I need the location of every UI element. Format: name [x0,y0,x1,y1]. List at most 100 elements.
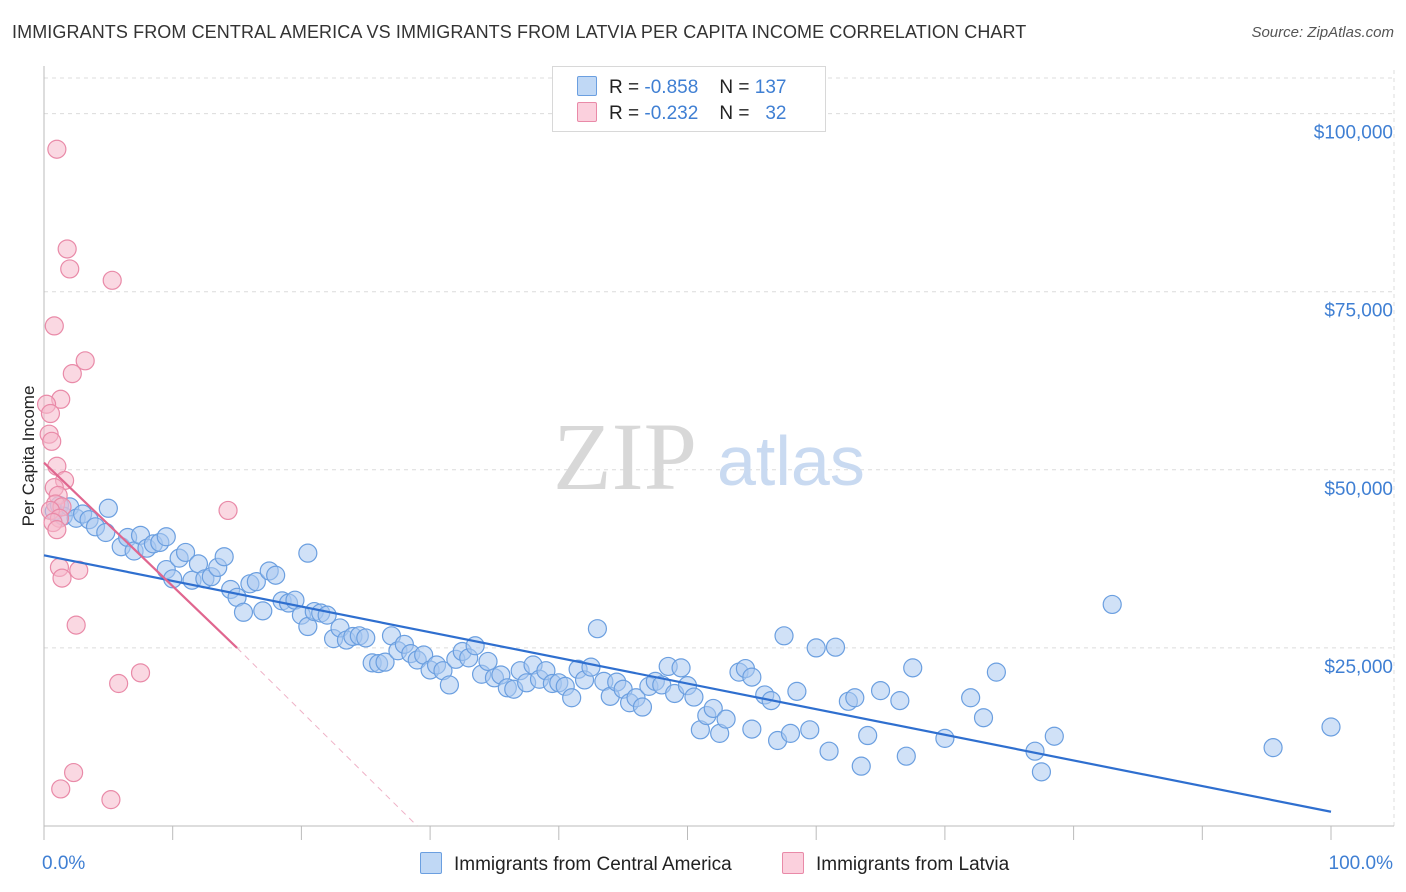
central-america-point-50 [356,628,376,648]
legend-n-value-1: 137 [754,77,787,98]
central-america-point-110 [742,719,762,739]
central-america-point-109 [742,667,762,687]
central-america-point-30 [233,602,254,622]
central-america-point-35 [266,565,286,585]
legend-r-label-2: R = [609,103,640,124]
central-america-point-86 [587,619,608,639]
correlation-legend: R = -0.858 N = 137 R = -0.232 N = 32 [552,66,826,132]
bottom-legend-latvia: Immigrants from Latvia [782,852,1009,876]
legend-swatch-pink [577,102,597,122]
legend-r-label-1: R = [609,77,640,98]
legend-r-value-2: -0.232 [644,103,699,124]
central-america-point-128 [903,658,923,678]
central-america-point-33 [253,601,273,621]
x-tick-label-end: 100.0% [1329,853,1394,874]
central-america-point-27 [214,547,234,567]
y-tick-label-1: $50,000 [1324,479,1393,500]
watermark-atlas: atlas [717,422,865,500]
tick-labels: $25,000 $50,000 $75,000 $100,000 0.0% 100.0% P… [19,123,1393,874]
latvia-point-2 [60,259,80,279]
central-america-point-117 [800,720,820,740]
central-america-point-63 [439,675,460,695]
central-america-point-127 [896,746,916,766]
central-america-point-124 [858,725,878,746]
central-america-point-135 [1044,726,1064,746]
series-latvia-points [36,139,238,810]
central-america-point-101 [684,687,704,707]
central-america-point-116 [787,681,807,701]
latvia-point-5 [75,351,95,371]
central-america-point-21 [175,542,196,563]
central-america-point-132 [986,662,1006,682]
trend-line-central-america [43,554,1332,813]
trend-line-latvia-extension [236,647,418,827]
central-america-point-138 [1321,717,1341,737]
bottom-legend-swatch-pink [782,852,804,874]
latvia-point-25 [52,568,72,588]
watermark-zip: ZIP [553,403,697,510]
latvia-point-27 [109,673,129,694]
central-america-point-41 [298,543,318,563]
central-america-point-134 [1031,762,1052,782]
central-america-point-114 [774,626,794,646]
legend-row-latvia: R = -0.232 N = 32 [577,102,786,126]
latvia-point-22 [218,500,238,521]
y-tick-label-0: $25,000 [1324,657,1393,678]
central-america-point-85 [581,657,601,677]
latvia-point-11 [42,431,62,451]
central-america-point-53 [375,652,395,672]
latvia-point-28 [130,663,151,683]
central-america-point-136 [1102,594,1122,615]
watermark: ZIP atlas [553,403,865,510]
legend-n-label-2: N = [719,103,750,124]
series-central-america-points [44,495,1341,782]
latvia-point-26 [66,615,86,635]
latvia-point-6 [62,364,82,384]
y-axis-label: Per Capita Income [19,386,38,527]
central-america-point-82 [562,688,582,708]
legend-n-label-1: N = [719,77,750,98]
latvia-point-3 [102,270,122,290]
central-america-point-130 [961,688,981,708]
x-tick-label-start: 0.0% [42,853,85,874]
central-america-point-8 [96,522,116,543]
chart-title: IMMIGRANTS FROM CENTRAL AMERICA VS IMMIG… [12,22,1027,42]
bottom-legend-label-2: Immigrants from Latvia [816,854,1010,875]
latvia-point-21 [47,520,67,540]
legend-r-value-1: -0.858 [644,77,699,98]
central-america-point-32 [246,572,266,592]
central-america-point-93 [632,697,653,717]
trend-line-latvia [43,461,238,649]
latvia-point-0 [47,139,67,159]
central-america-point-137 [1263,738,1283,758]
central-america-point-118 [806,638,826,658]
central-america-point-69 [478,651,498,672]
central-america-point-126 [890,691,910,711]
latvia-point-30 [51,779,71,799]
latvia-point-4 [44,316,64,336]
latvia-point-1 [57,239,77,259]
axes [43,66,1394,840]
y-tick-label-2: $75,000 [1324,301,1393,322]
latvia-point-31 [101,790,121,810]
legend-swatch-blue [577,76,597,96]
latvia-point-9 [40,403,61,424]
legend-row-central-america: R = -0.858 N = 137 [577,76,786,100]
latvia-point-29 [64,762,84,783]
central-america-point-120 [825,637,846,657]
central-america-point-119 [819,741,839,761]
bottom-legend-central-america: Immigrants from Central America [420,852,732,876]
central-america-point-122 [845,688,865,708]
central-america-point-17 [156,527,176,547]
central-america-point-129 [935,728,955,748]
central-america-point-123 [851,756,871,776]
y-tick-label-3: $100,000 [1314,123,1393,144]
central-america-point-131 [973,708,994,728]
central-america-point-104 [703,698,723,719]
bottom-legend-label-1: Immigrants from Central America [454,854,732,875]
central-america-point-115 [780,723,801,743]
central-america-point-106 [716,709,736,729]
trend-lines [43,461,1332,827]
source-label: Source: ZipAtlas.com [1251,24,1394,41]
